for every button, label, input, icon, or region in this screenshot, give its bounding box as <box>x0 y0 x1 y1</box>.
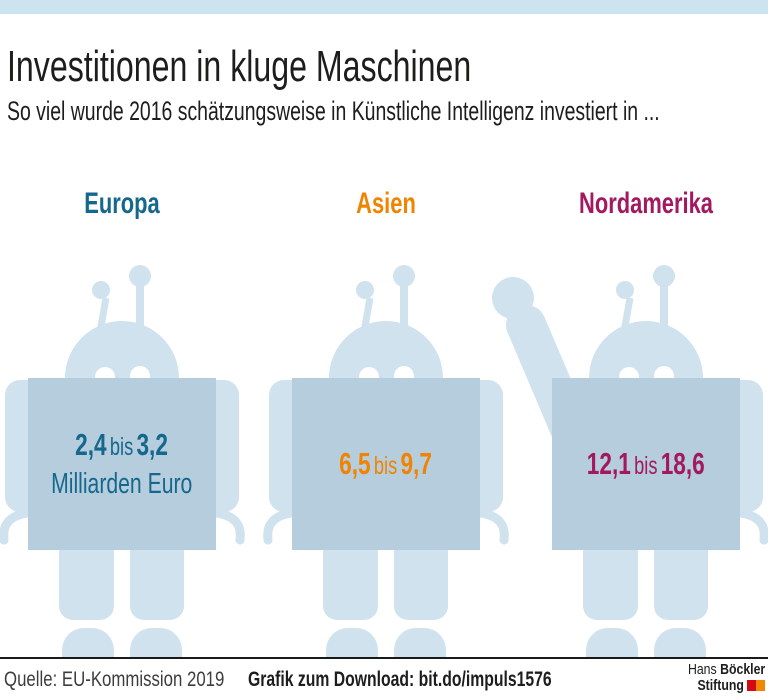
footer-divider-line <box>0 657 768 659</box>
brand-logo-line2: Stiftung <box>688 676 765 694</box>
value-range-nordamerika: 12,1 bis 18,6 <box>587 446 705 482</box>
range-connector: bis <box>634 452 658 480</box>
download-note: Grafik zum Download: bit.do/impuls1576 <box>248 668 552 691</box>
region-label-nordamerika: Nordamerika <box>579 187 713 220</box>
range-connector: bis <box>374 452 398 480</box>
value-range-asien: 6,5 bis 9,7 <box>340 446 433 482</box>
region-label-asien: Asien <box>356 187 416 220</box>
logo-square-red <box>746 679 756 691</box>
value-to: 3,2 <box>136 427 169 462</box>
range-connector: bis <box>110 433 134 461</box>
logo-square-orange <box>755 679 765 691</box>
value-from: 12,1 <box>587 446 632 481</box>
page-title: Investitionen in kluge Maschinen <box>7 42 472 91</box>
brand-name-regular: Hans <box>687 661 720 678</box>
value-to: 18,6 <box>660 446 705 481</box>
page-subtitle: So viel wurde 2016 schätzungsweise in Kü… <box>7 96 660 126</box>
brand-name-bold: Böckler <box>719 661 765 678</box>
value-from: 2,4 <box>75 427 108 462</box>
brand-line2-text: Stiftung <box>697 676 744 694</box>
value-range-europa: 2,4 bis 3,2 <box>76 427 169 463</box>
value-unit-europa: Milliarden Euro <box>51 468 193 500</box>
top-accent-bar <box>0 0 768 14</box>
region-label-europa: Europa <box>84 187 160 220</box>
value-sign-europa: 2,4 bis 3,2 Milliarden Euro <box>28 378 216 550</box>
value-sign-nordamerika: 12,1 bis 18,6 <box>552 378 740 550</box>
value-sign-asien: 6,5 bis 9,7 <box>292 378 480 550</box>
value-to: 9,7 <box>400 446 433 481</box>
brand-logo-line1: Hans Böckler <box>688 662 765 678</box>
value-from: 6,5 <box>339 446 372 481</box>
brand-logo: Hans Böckler Stiftung <box>688 662 765 694</box>
source-note: Quelle: EU-Kommission 2019 <box>4 668 225 691</box>
brand-logo-mark <box>746 678 765 694</box>
